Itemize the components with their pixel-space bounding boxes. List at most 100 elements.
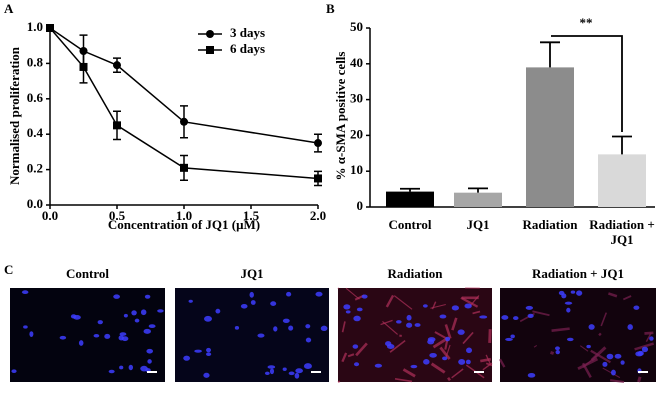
error-bar <box>612 135 632 155</box>
nucleus <box>637 350 644 356</box>
nucleus <box>576 290 583 296</box>
micrograph <box>498 288 656 384</box>
nucleus <box>561 293 567 299</box>
fiber <box>337 287 340 290</box>
fiber <box>460 296 479 308</box>
fiber <box>610 379 625 384</box>
nucleus <box>131 310 137 316</box>
nucleus <box>422 304 428 308</box>
fiber <box>347 353 355 358</box>
micrograph <box>337 287 493 383</box>
error-bar <box>468 187 488 193</box>
y-tick-label: 50 <box>350 19 363 34</box>
x-tick-label: 2.0 <box>310 208 326 223</box>
nucleus <box>215 308 221 314</box>
nucleus <box>282 367 287 371</box>
nucleus <box>282 318 290 323</box>
fiber <box>622 295 632 301</box>
point <box>46 24 54 32</box>
nucleus <box>445 336 451 342</box>
nucleus <box>633 305 640 310</box>
y-tick-label: 30 <box>350 91 363 106</box>
nucleus <box>29 331 34 337</box>
nucleus <box>70 314 77 319</box>
nucleus <box>586 344 591 349</box>
micrograph <box>10 288 165 382</box>
nucleus <box>104 333 111 339</box>
y-axis-title: % α-SMA positive cells <box>333 52 348 181</box>
bar <box>386 191 434 207</box>
nucleus <box>148 324 156 328</box>
fiber <box>598 332 602 337</box>
point <box>79 62 88 71</box>
nucleus <box>305 337 312 343</box>
fiber <box>532 310 550 317</box>
point <box>180 163 188 172</box>
fiber <box>337 380 341 383</box>
nucleus <box>414 323 421 327</box>
legend-marker <box>206 30 214 38</box>
image-title: JQ1 <box>240 266 263 281</box>
nucleus <box>610 369 616 376</box>
nucleus <box>513 316 519 321</box>
nucleus <box>361 294 368 299</box>
panel-label: B <box>326 1 335 16</box>
nucleus <box>345 310 351 314</box>
nucleus <box>510 334 515 339</box>
nucleus <box>147 359 152 364</box>
nucleus <box>203 372 210 378</box>
fiber <box>533 344 538 348</box>
point <box>180 117 188 126</box>
nucleus <box>374 363 382 368</box>
nucleus <box>144 294 151 299</box>
nucleus <box>410 364 418 369</box>
fiber <box>444 324 452 339</box>
nucleus <box>602 361 608 367</box>
nucleus <box>294 372 300 379</box>
nucleus <box>315 291 323 297</box>
nucleus <box>620 360 625 365</box>
fiber <box>385 294 395 308</box>
fiber <box>600 312 608 327</box>
nucleus <box>78 340 84 346</box>
nucleus <box>457 329 465 335</box>
fiber <box>434 331 448 340</box>
nucleus <box>93 333 100 338</box>
nucleus <box>505 337 513 341</box>
fiber <box>341 352 348 363</box>
legend-marker <box>206 46 214 54</box>
point <box>113 121 121 130</box>
nucleus <box>396 320 402 324</box>
nucleus <box>295 368 303 374</box>
fiber <box>451 368 464 379</box>
nucleus <box>123 313 128 318</box>
x-axis-title: Concentration of JQ1 (μM) <box>108 217 260 232</box>
nucleus <box>353 315 361 322</box>
fiber <box>451 317 458 331</box>
nucleus <box>527 313 534 318</box>
micrograph <box>175 288 329 382</box>
nucleus <box>249 291 254 298</box>
y-tick-label: 40 <box>350 55 363 70</box>
nucleus <box>204 315 212 322</box>
point <box>314 174 322 183</box>
nucleus <box>288 371 295 376</box>
nucleus <box>429 352 437 358</box>
y-tick-label: 0.2 <box>27 161 43 176</box>
panel-label: A <box>4 1 14 16</box>
nucleus <box>320 325 328 332</box>
nucleus <box>465 359 471 365</box>
fiber <box>550 351 555 355</box>
fiber <box>579 345 589 352</box>
nucleus <box>119 332 127 336</box>
significance-label: ** <box>580 15 593 30</box>
nucleus <box>464 303 472 309</box>
nucleus <box>627 324 633 331</box>
fiber <box>380 319 393 326</box>
nucleus <box>525 305 534 310</box>
nucleus <box>273 326 278 332</box>
y-tick-label: 1.0 <box>27 19 43 34</box>
fiber <box>439 346 451 360</box>
nucleus <box>157 309 164 313</box>
